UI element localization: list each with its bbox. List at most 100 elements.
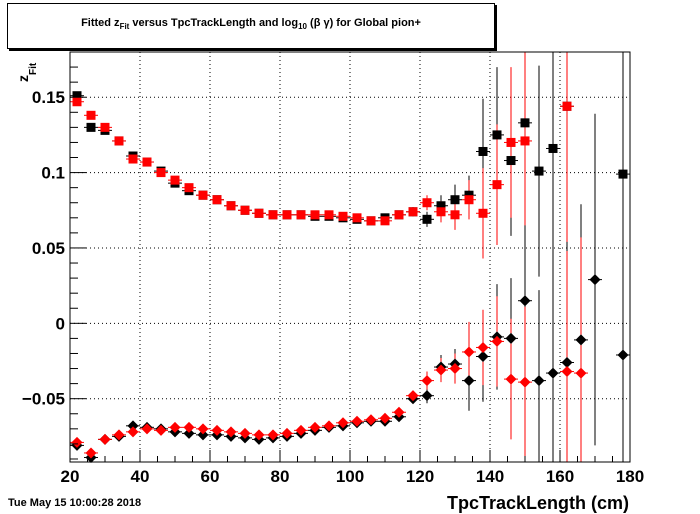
y-tick-label: 0 [56,314,65,333]
data-point-square [408,207,418,217]
data-point-square [548,143,558,153]
x-tick-label: 180 [616,467,644,486]
axis-ticks [69,66,631,462]
timestamp: Tue May 15 10:00:28 2018 [8,497,142,509]
x-tick-label: 20 [61,467,80,486]
data-point-diamond [239,427,251,439]
data-point-diamond [519,376,531,388]
data-point-square [338,211,348,221]
data-point-diamond [113,429,125,441]
data-point-diamond [533,375,545,387]
y-tick-label: 0.05 [32,239,65,258]
data-markers [71,91,629,463]
data-point-diamond [477,341,489,353]
data-point-diamond [449,363,461,375]
data-point-square [72,91,82,101]
data-point-square [520,118,530,128]
y-axis-label-sub: Fit [28,62,39,75]
data-point-square [478,208,488,218]
data-point-square [422,214,432,224]
data-point-diamond [295,424,307,436]
data-point-diamond [365,414,377,426]
data-point-square [170,175,180,185]
data-point-diamond [463,375,475,387]
data-point-diamond [379,412,391,424]
title-part-1: Fitted z [81,17,120,29]
data-point-diamond [211,424,223,436]
axis-tick-labels: 20 40 60 80 100 120 140 160 180 −0.05 0 0.05 0.1 0.15 [22,88,644,486]
data-point-square [380,216,390,226]
data-point-diamond [435,364,447,376]
y-tick-label: −0.05 [22,390,65,409]
data-point-diamond [225,426,237,438]
data-point-square [184,183,194,193]
data-point-square [324,210,334,220]
data-point-square [142,157,152,167]
chart-title-box: Fitted zFit versus TpcTrackLength and lo… [7,3,495,49]
x-axis-label: TpcTrackLength (cm) [447,493,629,513]
data-point-diamond [505,332,517,344]
data-point-diamond [183,427,195,439]
data-point-square [72,97,82,107]
data-point-diamond [421,375,433,387]
data-point-diamond [85,447,97,459]
data-point-square [86,122,96,132]
data-point-square [128,154,138,164]
data-point-square [492,180,502,190]
data-point-square [310,210,320,220]
data-point-diamond [491,335,503,347]
y-tick-label: 0.15 [32,88,65,107]
data-point-diamond [617,349,629,361]
data-point-square [534,166,544,176]
title-part-3: (β γ) for Global pion+ [306,17,421,29]
data-point-diamond [197,423,209,435]
data-point-square [520,136,530,146]
data-point-diamond [141,423,153,435]
data-point-diamond [309,421,321,433]
y-axis-label: zFit [15,62,39,82]
data-point-diamond [575,367,587,379]
x-tick-label: 160 [546,467,574,486]
y-tick-label: 0.1 [41,164,65,183]
data-point-square [492,130,502,140]
data-point-square [450,195,460,205]
data-point-square [618,169,628,179]
data-point-diamond [561,366,573,378]
data-point-diamond [169,421,181,433]
data-point-diamond [337,417,349,429]
x-tick-label: 120 [406,467,434,486]
chart-title: Fitted zFit versus TpcTrackLength and lo… [8,17,494,31]
x-tick-label: 140 [476,467,504,486]
data-point-square [436,201,446,211]
title-part-2: versus TpcTrackLength and log [129,17,299,29]
data-point-diamond [99,433,111,445]
data-point-diamond [407,390,419,402]
data-point-square [478,146,488,156]
data-point-square [464,190,474,200]
data-point-diamond [589,274,601,286]
data-point-diamond [519,295,531,307]
data-point-square [394,210,404,220]
data-point-square [86,110,96,120]
data-point-square [226,201,236,211]
data-point-diamond [267,429,279,441]
data-point-square [366,216,376,226]
data-point-diamond [421,390,433,402]
data-point-diamond [547,367,559,379]
data-point-diamond [197,429,209,441]
data-point-square [212,195,222,205]
data-point-diamond [281,427,293,439]
data-point-diamond [253,429,265,441]
x-tick-label: 60 [201,467,220,486]
data-point-diamond [183,421,195,433]
data-point-square [562,101,572,111]
data-point-square [352,213,362,223]
data-point-diamond [71,436,83,448]
data-point-square [268,210,278,220]
data-point-diamond [575,334,587,346]
y-axis-label-main: z [15,75,31,82]
data-point-square [114,136,124,146]
data-point-diamond [127,420,139,432]
data-point-square [100,122,110,132]
